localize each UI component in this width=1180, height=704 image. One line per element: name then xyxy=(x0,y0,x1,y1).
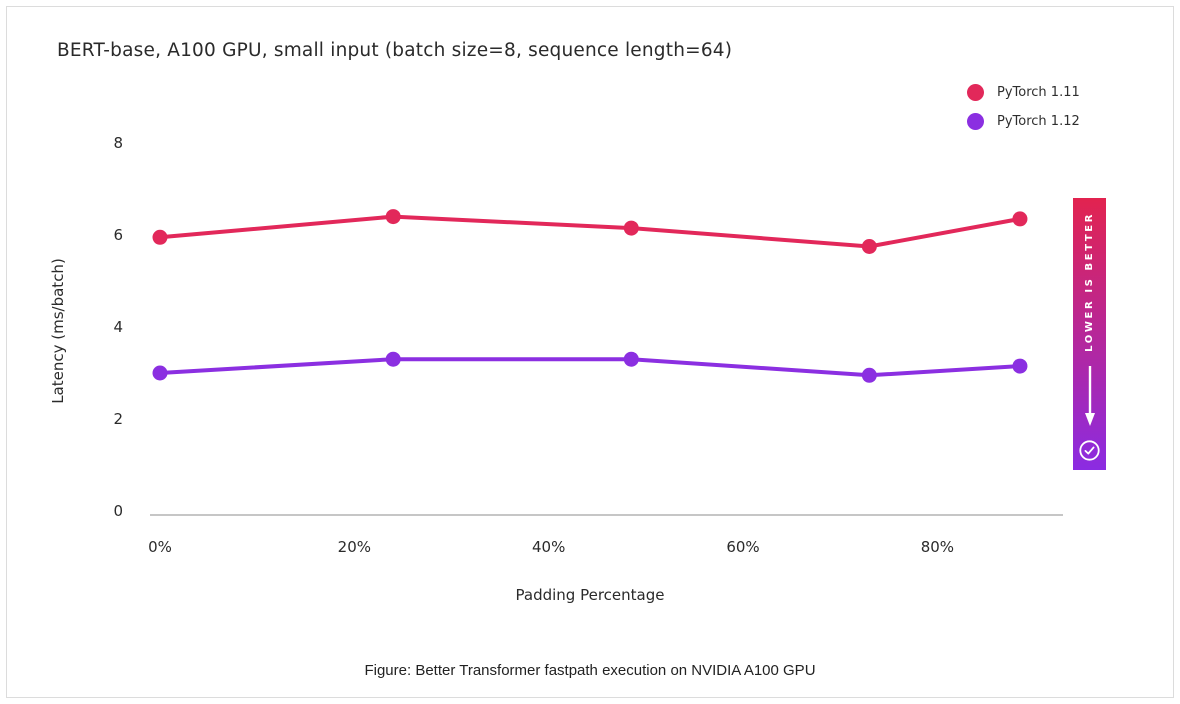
legend-label: PyTorch 1.11 xyxy=(997,85,1080,100)
y-axis-title: Latency (ms/batch) xyxy=(49,258,67,404)
legend-item-pytorch-1-11: PyTorch 1.11 xyxy=(967,78,1080,107)
legend: PyTorch 1.11 PyTorch 1.12 xyxy=(967,78,1080,136)
legend-label: PyTorch 1.12 xyxy=(997,114,1080,129)
chart-title: BERT-base, A100 GPU, small input (batch … xyxy=(57,40,733,61)
legend-item-pytorch-1-12: PyTorch 1.12 xyxy=(967,107,1080,136)
arrow-down-icon xyxy=(1084,365,1095,426)
x-axis-title: Padding Percentage xyxy=(515,586,665,604)
figure-caption: Figure: Better Transformer fastpath exec… xyxy=(364,662,816,679)
lower-is-better-banner: LOWER IS BETTER xyxy=(1073,198,1106,470)
banner-label: LOWER IS BETTER xyxy=(1084,212,1095,352)
check-circle-icon xyxy=(1079,440,1100,461)
legend-swatch xyxy=(967,84,984,101)
legend-swatch xyxy=(967,113,984,130)
